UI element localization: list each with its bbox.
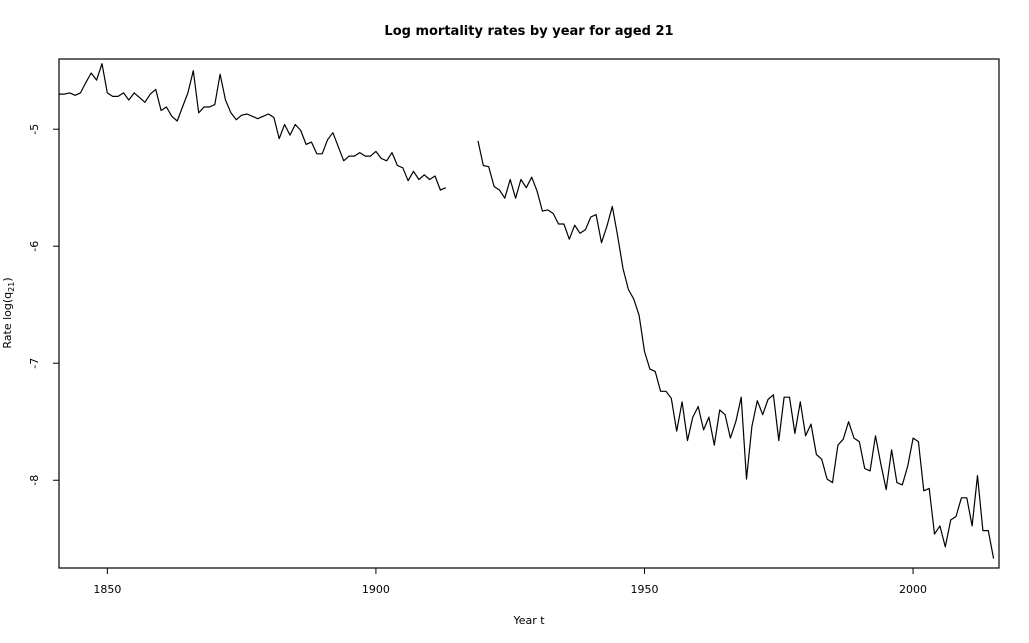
plot-frame [58, 58, 1000, 569]
y-axis: -8 -7 -6 -5 [28, 124, 59, 486]
y-tick-label--7: -7 [28, 358, 41, 369]
y-tick-label--8: -8 [28, 475, 41, 486]
series-layer [59, 63, 995, 559]
x-tick-label-1850: 1850 [93, 583, 121, 596]
chart-title: Log mortality rates by year for aged 21 [384, 24, 673, 39]
x-axis-label: Year t [512, 614, 545, 627]
series-0-line-segment-0 [59, 63, 446, 191]
y-axis-label-subscript: 21 [7, 282, 16, 292]
y-tick-label--5: -5 [28, 124, 41, 135]
x-tick-label-1900: 1900 [362, 583, 390, 596]
y-tick-label--6: -6 [28, 241, 41, 252]
y-axis-label: Rate log(q21) [1, 277, 16, 348]
x-axis: 1850 1900 1950 2000 [93, 568, 927, 596]
x-tick-label-2000: 2000 [899, 583, 927, 596]
y-axis-label-prefix: Rate log(q [1, 292, 14, 349]
x-tick-label-1950: 1950 [630, 583, 658, 596]
series-0-line-segment-1 [477, 140, 995, 559]
y-axis-label-suffix: ) [1, 277, 14, 281]
